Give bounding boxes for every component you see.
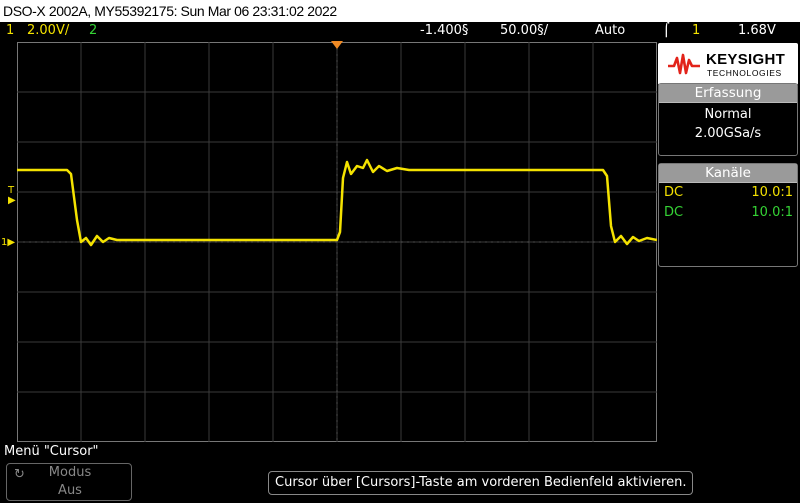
- trigger-level[interactable]: 1.68V: [738, 23, 776, 38]
- hint-message: Cursor über [Cursors]-Taste am vorderen …: [268, 471, 694, 495]
- ch2-number[interactable]: 2: [89, 23, 98, 38]
- trigger-level-label: T: [8, 185, 15, 196]
- channels-header: Kanäle: [659, 164, 797, 183]
- sample-rate: 2.00GSa/s: [694, 126, 762, 141]
- rotate-knob-icon: ↻: [14, 467, 25, 482]
- waveform-display[interactable]: [17, 42, 657, 442]
- ground-marker-label: 1: [1, 237, 8, 248]
- time-scale[interactable]: 50.00§/: [500, 23, 549, 38]
- ground-marker: 1▶: [1, 237, 16, 248]
- channel-1-waveform: [17, 158, 657, 247]
- channel-2-probe: 10.0:1: [751, 205, 793, 220]
- ch1-scale[interactable]: 2.00V/: [27, 23, 70, 38]
- trigger-mode[interactable]: Auto: [595, 23, 626, 38]
- trigger-level-marker: T ▶: [8, 185, 16, 206]
- channel-row-2[interactable]: DC 10.0:1: [659, 203, 797, 223]
- time-delay[interactable]: -1.400§: [420, 23, 469, 38]
- keysight-wave-icon: [668, 53, 700, 75]
- brand-name: KEYSIGHT: [706, 51, 786, 68]
- ch1-number[interactable]: 1: [6, 23, 15, 38]
- trigger-source[interactable]: 1: [692, 23, 701, 38]
- acquisition-mode: Normal: [704, 107, 752, 122]
- channel-2-coupling: DC: [664, 205, 684, 220]
- channel-1-coupling: DC: [664, 185, 684, 200]
- trigger-position-marker-icon: [331, 41, 343, 49]
- softkey-title: Modus: [48, 465, 92, 480]
- graticule: [17, 42, 657, 442]
- acquisition-header: Erfassung: [659, 84, 797, 103]
- menu-label: Menü "Cursor": [4, 444, 99, 459]
- channel-row-1[interactable]: DC 10.0:1: [659, 183, 797, 203]
- trigger-edge-icon: ⌠: [663, 23, 670, 38]
- window-title: DSO-X 2002A, MY55392175: Sun Mar 06 23:3…: [0, 0, 800, 22]
- channel-1-probe: 10.0:1: [751, 185, 793, 200]
- status-bar: 1 2.00V/ 2 -1.400§ 50.00§/ Auto ⌠ 1 1.68…: [0, 22, 800, 40]
- channels-panel[interactable]: Kanäle DC 10.0:1 DC 10.0:1: [658, 163, 798, 267]
- mode-softkey[interactable]: ↻ Modus Aus: [6, 463, 132, 501]
- keysight-logo: KEYSIGHT TECHNOLOGIES: [658, 43, 798, 85]
- brand-subtitle: TECHNOLOGIES: [707, 68, 782, 78]
- acquisition-panel[interactable]: Erfassung Normal 2.00GSa/s: [658, 83, 798, 156]
- softkey-value: Aus: [58, 483, 82, 498]
